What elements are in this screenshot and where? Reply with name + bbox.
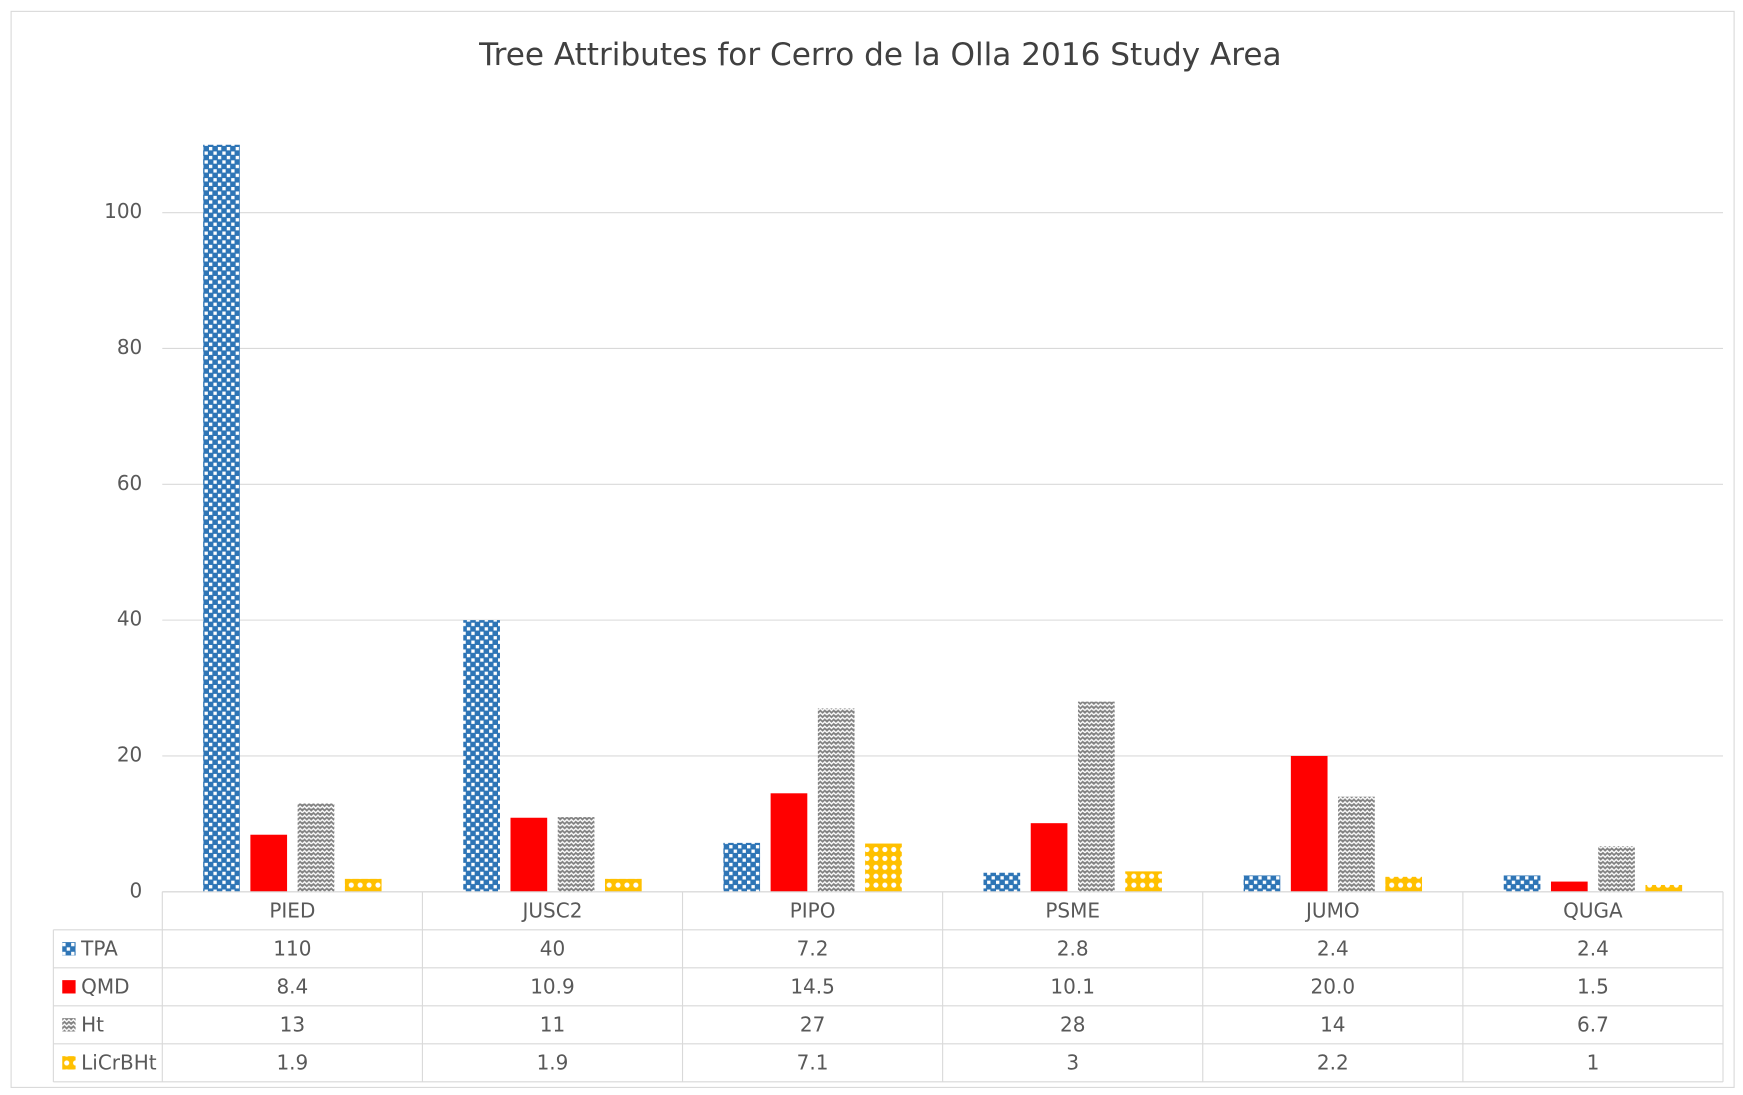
table-value: 1.9 [276, 1050, 308, 1074]
table-value: 10.9 [530, 974, 575, 998]
table-value: 1.5 [1577, 974, 1609, 998]
table-value: 13 [280, 1012, 305, 1036]
bar [1338, 796, 1375, 892]
table-value: 8.4 [276, 974, 308, 998]
bar [865, 843, 902, 892]
x-tick-label: PIED [269, 898, 315, 922]
x-tick-label: PSME [1045, 898, 1100, 922]
chart-title: Tree Attributes for Cerro de la Olla 201… [478, 37, 1281, 73]
bar [203, 144, 240, 892]
y-tick-label: 40 [117, 607, 142, 631]
y-tick-label: 20 [117, 742, 142, 766]
table-value: 7.2 [797, 936, 829, 960]
legend-swatch [62, 980, 76, 994]
bar [1385, 876, 1423, 892]
legend-label: QMD [81, 974, 129, 998]
table-value: 14 [1320, 1012, 1345, 1036]
bar [1030, 823, 1068, 892]
table-value: 10.1 [1050, 974, 1095, 998]
y-tick-label: 60 [117, 471, 142, 495]
table-value: 28 [1060, 1012, 1085, 1036]
bar [510, 817, 548, 892]
bar [1645, 884, 1683, 892]
chart-frame [10, 10, 1735, 1088]
bar [1290, 755, 1328, 892]
table-value: 3 [1066, 1050, 1079, 1074]
bar [1243, 875, 1281, 892]
bar [1125, 871, 1162, 892]
x-tick-label: JUSC2 [521, 898, 583, 922]
table-value: 40 [540, 936, 565, 960]
bar [1077, 701, 1115, 892]
bar [604, 878, 642, 892]
table-value: 14.5 [790, 974, 835, 998]
bar [250, 834, 288, 892]
bar [1550, 881, 1588, 892]
legend-label: TPA [80, 936, 118, 960]
y-tick-label: 100 [104, 199, 142, 223]
table-value: 2.4 [1317, 936, 1349, 960]
bar [297, 803, 335, 892]
legend-label: LiCrBHt [81, 1050, 157, 1074]
table-value: 2.8 [1057, 936, 1089, 960]
bar [983, 872, 1021, 892]
x-tick-label: PIPO [790, 898, 836, 922]
x-tick-label: JUMO [1304, 898, 1360, 922]
legend-swatch [62, 1018, 76, 1032]
table-value: 6.7 [1577, 1012, 1609, 1036]
legend-swatch [62, 942, 76, 956]
bar [463, 620, 500, 892]
table-value: 2.2 [1317, 1050, 1349, 1074]
table-value: 20.0 [1311, 974, 1356, 998]
y-tick-label: 0 [130, 878, 143, 902]
table-value: 2.4 [1577, 936, 1609, 960]
bar [817, 708, 855, 892]
bar [344, 878, 382, 892]
table-value: 7.1 [797, 1050, 829, 1074]
bar [723, 842, 761, 892]
bar [770, 793, 808, 892]
legend-swatch [62, 1056, 76, 1070]
x-tick-label: QUGA [1563, 898, 1623, 922]
bar [1598, 846, 1635, 892]
bar [1503, 875, 1541, 892]
legend-label: Ht [81, 1012, 104, 1036]
table-value: 27 [800, 1012, 825, 1036]
table-value: 11 [540, 1012, 565, 1036]
y-tick-label: 80 [117, 335, 142, 359]
table-value: 1.9 [537, 1050, 569, 1074]
table-value: 110 [273, 936, 311, 960]
bar [557, 817, 595, 892]
table-value: 1 [1587, 1050, 1600, 1074]
